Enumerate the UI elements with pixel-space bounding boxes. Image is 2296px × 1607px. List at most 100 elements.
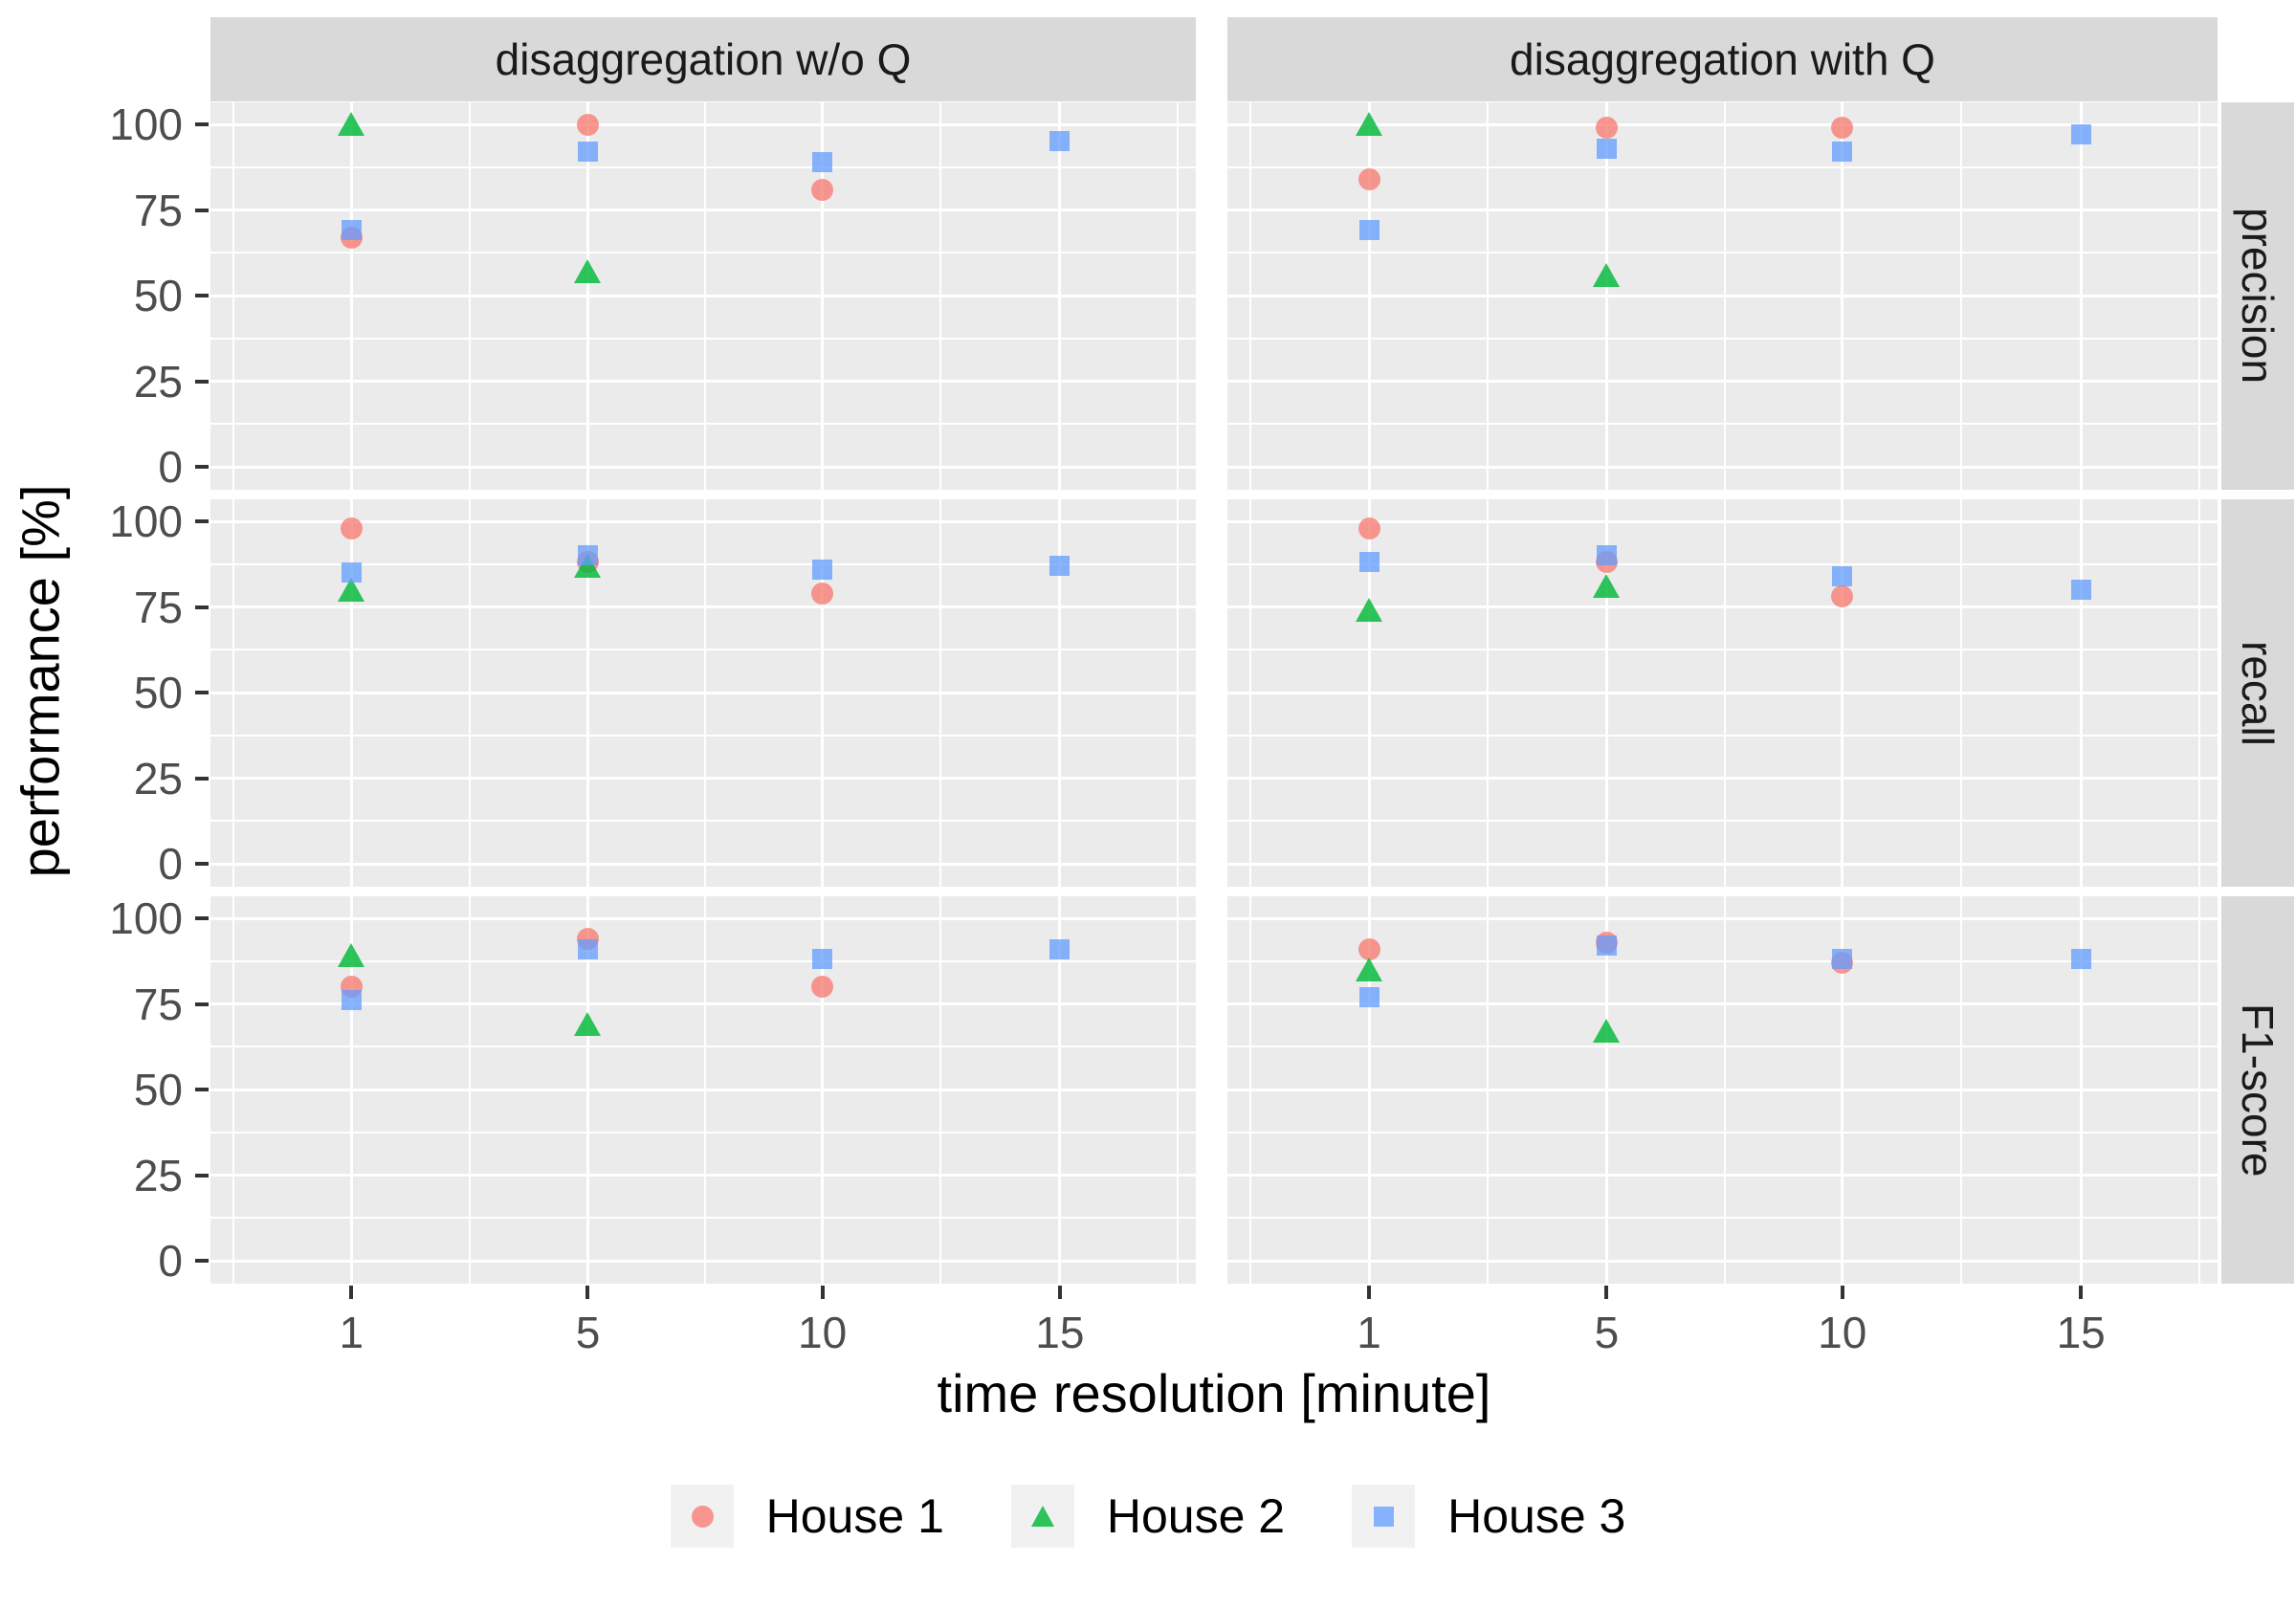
legend-item-house-3: House 3: [1352, 1485, 1625, 1548]
x-tick-mark: [585, 1286, 590, 1299]
gridline-h-major: [1227, 1002, 2218, 1005]
y-tick-mark: [195, 1002, 209, 1006]
gridline-h-major: [210, 122, 1196, 126]
gridline-h-minor: [1227, 959, 2218, 962]
gridline-h-major: [210, 862, 1196, 866]
y-tick-label: 100: [109, 99, 183, 149]
data-point-house-3: [1832, 142, 1853, 163]
gridline-h-major: [1227, 465, 2218, 469]
x-tick-mark: [1367, 1286, 1371, 1299]
data-point-house-1: [811, 976, 834, 999]
gridline-v-major: [1367, 896, 1371, 1284]
gridline-h-major: [1227, 209, 2218, 211]
gridline-h-major: [1227, 916, 2218, 920]
data-point-house-3: [341, 220, 362, 241]
data-point-house-2: [1356, 112, 1382, 136]
data-point-house-2: [1593, 574, 1621, 599]
y-tick-mark: [195, 1173, 209, 1178]
gridline-v-major: [585, 896, 589, 1284]
gridline-h-major: [210, 916, 1196, 920]
data-point-house-1: [1831, 585, 1854, 608]
square-marker-icon: [1374, 1507, 1395, 1527]
gridline-h-minor: [1227, 252, 2218, 254]
gridline-v-major: [1604, 499, 1608, 887]
gridline-v-major: [2079, 896, 2083, 1284]
y-tick-label: 0: [158, 1236, 183, 1286]
data-point-house-3: [1596, 936, 1617, 957]
data-point-house-2: [574, 1011, 602, 1036]
gridline-h-minor: [210, 734, 1196, 737]
data-point-house-3: [1358, 986, 1380, 1007]
gridline-v-major: [1367, 102, 1371, 490]
gridline-h-major: [210, 519, 1196, 523]
data-point-house-1: [1831, 117, 1854, 140]
y-tick-label: 75: [133, 582, 183, 632]
data-point-house-3: [1358, 552, 1380, 573]
data-point-house-1: [340, 517, 363, 539]
gridline-h-major: [210, 1174, 1196, 1177]
data-point-house-2: [1593, 1019, 1621, 1044]
gridline-v-major: [349, 102, 353, 490]
data-point-house-1: [1358, 167, 1380, 190]
y-tick-mark: [195, 465, 209, 469]
x-tick-label: 10: [1818, 1308, 1867, 1357]
y-tick-label: 25: [133, 1150, 183, 1200]
data-point-house-2: [338, 112, 365, 136]
x-tick-label: 10: [798, 1308, 848, 1357]
facet-row-strip-precision: precision: [2221, 102, 2294, 490]
data-point-house-3: [1832, 565, 1853, 586]
gridline-v-major: [585, 102, 589, 490]
gridline-h-minor: [210, 252, 1196, 254]
gridline-h-major: [1227, 691, 2218, 694]
x-tick-label: 5: [1594, 1308, 1620, 1357]
y-tick-mark: [195, 1088, 209, 1091]
y-tick-label: 75: [133, 979, 183, 1029]
y-tick-mark: [195, 776, 209, 781]
data-point-house-2: [574, 258, 602, 283]
gridline-v-major: [1058, 102, 1062, 490]
gridline-h-minor: [1227, 165, 2218, 168]
x-tick-label: 15: [2056, 1308, 2106, 1357]
gridline-v-major: [2079, 102, 2083, 490]
gridline-h-major: [210, 605, 1196, 608]
gridline-h-major: [1227, 1088, 2218, 1091]
y-tick-mark: [195, 294, 209, 297]
data-point-house-3: [812, 949, 833, 970]
gridline-h-major: [1227, 862, 2218, 866]
facet-column-strip-with-q: disaggregation with Q: [1227, 17, 2218, 101]
data-point-house-1: [811, 178, 834, 201]
data-point-house-3: [812, 559, 833, 580]
gridline-v-major: [349, 896, 353, 1284]
y-tick-mark: [195, 605, 209, 609]
data-point-house-2: [1356, 598, 1382, 623]
gridline-v-major: [1841, 499, 1844, 887]
gridline-h-minor: [210, 423, 1196, 426]
x-tick-mark: [820, 1286, 825, 1299]
gridline-h-minor: [210, 1046, 1196, 1048]
gridline-h-major: [210, 777, 1196, 780]
gridline-h-major: [210, 294, 1196, 297]
data-point-house-3: [2070, 580, 2091, 601]
legend-label-house-2: House 2: [1106, 1489, 1286, 1543]
gridline-h-major: [1227, 605, 2218, 608]
facet-panel-precision-with-q: [1227, 102, 2218, 490]
data-point-house-1: [811, 582, 834, 605]
y-tick-label: 100: [109, 496, 183, 546]
data-point-house-3: [577, 938, 598, 959]
x-tick-label: 1: [339, 1308, 364, 1357]
data-point-house-1: [576, 113, 599, 136]
data-point-house-2: [1593, 262, 1621, 287]
x-axis-title: time resolution [minute]: [937, 1363, 1491, 1423]
gridline-h-major: [210, 209, 1196, 211]
gridline-h-major: [210, 380, 1196, 383]
y-tick-mark: [195, 1259, 209, 1263]
data-point-house-3: [1049, 938, 1071, 959]
gridline-h-minor: [1227, 562, 2218, 565]
gridline-v-major: [1604, 896, 1608, 1284]
data-point-house-3: [1049, 556, 1071, 577]
x-tick-mark: [2079, 1286, 2084, 1299]
gridline-h-minor: [210, 1131, 1196, 1134]
data-point-house-2: [338, 943, 365, 968]
legend-label-house-3: House 3: [1447, 1489, 1626, 1543]
circle-marker-icon: [691, 1506, 714, 1528]
